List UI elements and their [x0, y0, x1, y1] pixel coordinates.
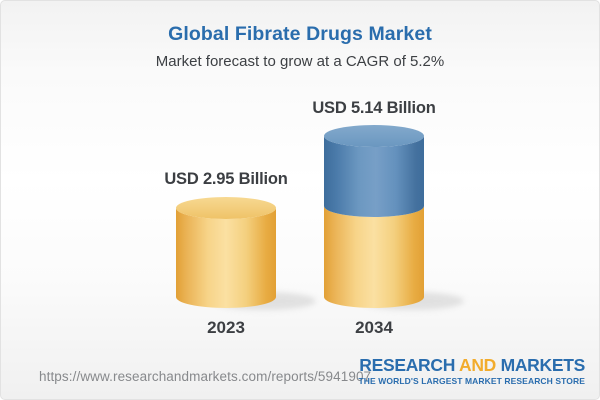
- logo-tagline: THE WORLD'S LARGEST MARKET RESEARCH STOR…: [358, 376, 585, 387]
- chart-title: Global Fibrate Drugs Market: [168, 23, 432, 45]
- bar-2034-gold-segment: [324, 206, 424, 308]
- bar-2034-year-label: 2034: [355, 318, 393, 337]
- logo-word-research: RESEARCH: [359, 355, 456, 375]
- chart-subtitle: Market forecast to grow at a CAGR of 5.2…: [155, 53, 445, 70]
- bar-2023-value-label: USD 2.95 Billion: [164, 170, 288, 188]
- bar-2034-blue-segment: [324, 136, 424, 217]
- bar-2023-year-label: 2023: [207, 318, 245, 337]
- logo-word-markets: MARKETS: [500, 355, 586, 375]
- research-and-markets-logo: RESEARCH AND MARKETS THE WORLD'S LARGEST…: [359, 355, 586, 386]
- logo-word-and: AND: [458, 355, 496, 375]
- bar-2034-value-label: USD 5.14 Billion: [312, 99, 436, 117]
- bar-2023-cylinder: [176, 197, 276, 308]
- report-url: https://www.researchandmarkets.com/repor…: [39, 369, 372, 384]
- bar-2034-cylinder: [324, 125, 424, 308]
- logo-wordmark: RESEARCH AND MARKETS: [359, 355, 586, 375]
